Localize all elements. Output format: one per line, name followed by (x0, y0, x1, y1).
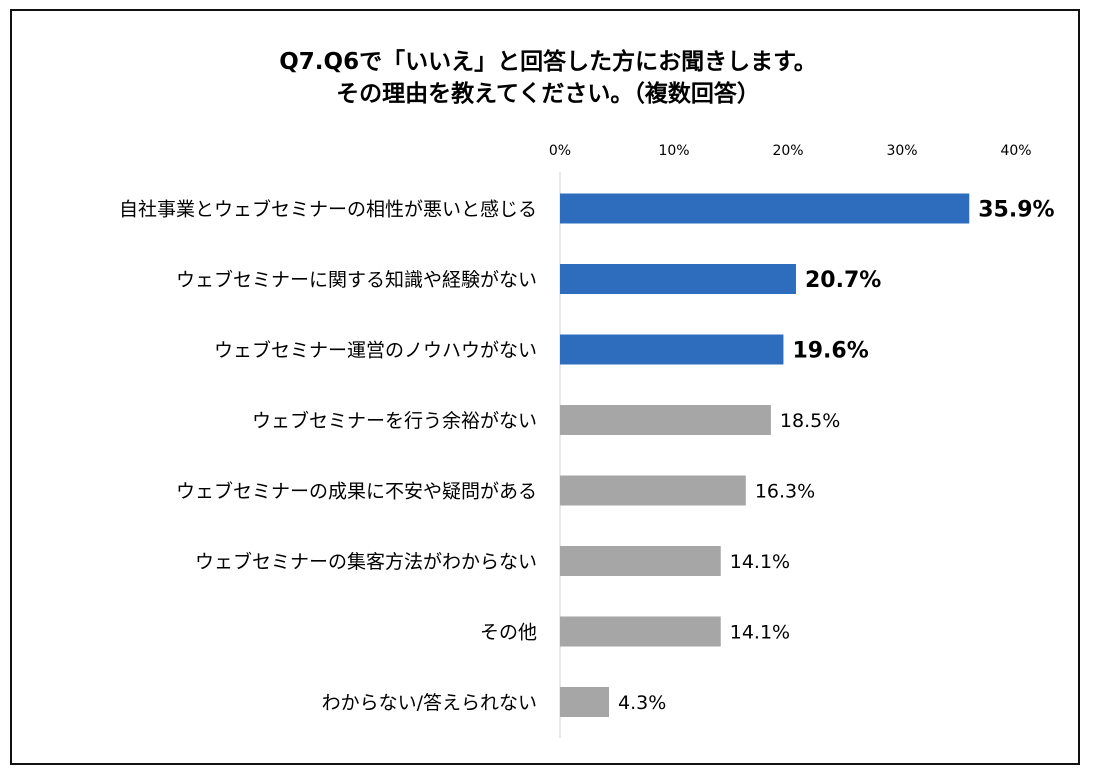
bar (560, 616, 721, 647)
x-tick-label: 30% (886, 143, 917, 159)
value-label: 4.3% (618, 692, 666, 714)
bar (560, 264, 796, 294)
category-label: ウェブセミナーに関する知識や経験がない (176, 268, 537, 291)
value-label: 20.7% (805, 268, 881, 293)
bar (560, 193, 970, 224)
chart-title-line-2: その理由を教えてください。（複数回答） (336, 81, 760, 107)
chart-frame (10, 9, 1080, 765)
category-label: ウェブセミナーを行う余裕がない (252, 409, 537, 432)
value-label: 18.5% (780, 410, 840, 432)
x-tick-label: 10% (658, 143, 689, 159)
x-tick-label: 40% (1000, 143, 1031, 159)
value-label: 19.6% (792, 339, 868, 364)
category-label: わからない/答えられない (322, 692, 537, 714)
value-label: 14.1% (730, 551, 790, 573)
value-label: 14.1% (730, 622, 790, 644)
x-tick-label: 0% (549, 143, 571, 159)
x-tick-label: 20% (772, 143, 803, 159)
category-label: その他 (480, 622, 537, 644)
category-label: ウェブセミナーの集客方法がわからない (195, 550, 537, 573)
category-label: 自社事業とウェブセミナーの相性が悪いと感じる (119, 198, 537, 221)
category-label: ウェブセミナー運営のノウハウがない (214, 339, 537, 362)
chart-title-line-1: Q7.Q6で「いいえ」と回答した方にお聞きします。 (279, 49, 817, 75)
bar (560, 405, 771, 435)
category-label: ウェブセミナーの成果に不安や疑問がある (176, 480, 537, 503)
bar (560, 334, 784, 365)
value-label: 16.3% (755, 481, 815, 503)
value-label: 35.9% (978, 198, 1054, 223)
bar (560, 687, 610, 717)
bar (560, 546, 721, 576)
chart-title: Q7.Q6で「いいえ」と回答した方にお聞きします。 その理由を教えてください。（… (0, 46, 1096, 110)
bar (560, 475, 746, 506)
